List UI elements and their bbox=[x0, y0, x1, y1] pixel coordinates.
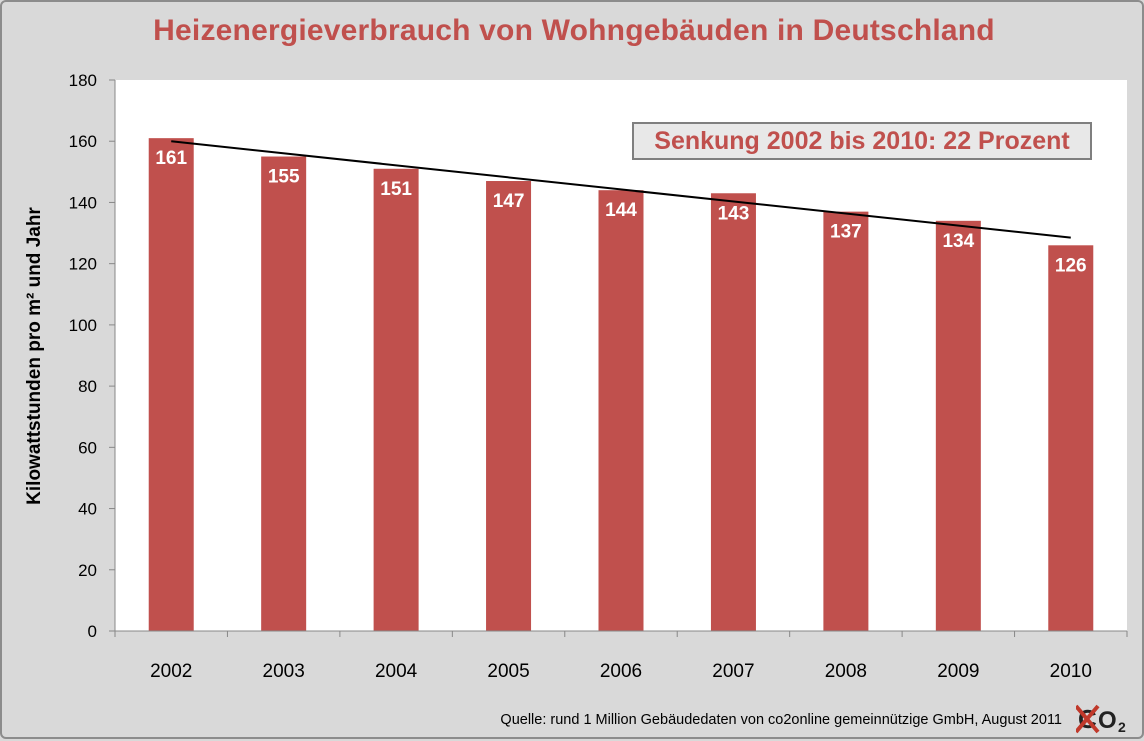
bar-2007 bbox=[710, 193, 756, 631]
chart-title: Heizenergieverbrauch von Wohngebäuden in… bbox=[153, 14, 995, 47]
logo-o-letter: O bbox=[1098, 707, 1117, 734]
y-tick-label-160: 160 bbox=[69, 132, 97, 151]
y-tick-label-100: 100 bbox=[69, 316, 97, 335]
x-tick-label-2006: 2006 bbox=[600, 661, 642, 682]
data-label-2004: 151 bbox=[380, 179, 412, 200]
data-label-2003: 155 bbox=[268, 167, 300, 188]
bar-2003 bbox=[261, 156, 307, 631]
y-tick-label-20: 20 bbox=[78, 561, 97, 580]
data-label-2007: 143 bbox=[718, 203, 750, 224]
source-note: Quelle: rund 1 Million Gebäudedaten von … bbox=[500, 712, 1062, 728]
data-label-2006: 144 bbox=[605, 200, 637, 221]
trendline bbox=[171, 140, 1071, 239]
y-tick-label-60: 60 bbox=[78, 438, 97, 457]
bar-2008 bbox=[823, 211, 869, 631]
x-tick-label-2004: 2004 bbox=[375, 661, 418, 682]
logo-cross-b bbox=[1076, 704, 1100, 734]
bar-2006 bbox=[598, 190, 644, 631]
y-tick-label-40: 40 bbox=[78, 500, 97, 519]
bar-2005 bbox=[486, 181, 532, 631]
data-label-2008: 137 bbox=[830, 222, 862, 243]
y-tick-label-180: 180 bbox=[69, 71, 97, 90]
bar-2009 bbox=[935, 220, 981, 632]
bar-2002 bbox=[148, 138, 194, 631]
y-tick-label-140: 140 bbox=[69, 193, 97, 212]
data-label-2009: 134 bbox=[942, 231, 974, 252]
x-tick-label-2010: 2010 bbox=[1050, 661, 1092, 682]
data-label-2010: 126 bbox=[1055, 255, 1087, 276]
x-tick-label-2007: 2007 bbox=[712, 661, 754, 682]
x-tick-label-2002: 2002 bbox=[150, 661, 192, 682]
x-tick-label-2003: 2003 bbox=[263, 661, 305, 682]
y-tick-label-120: 120 bbox=[69, 255, 97, 274]
data-label-2002: 161 bbox=[155, 148, 187, 169]
co2-logo: C O 2 bbox=[1076, 704, 1126, 734]
y-tick-label-80: 80 bbox=[78, 377, 97, 396]
reduction-annotation: Senkung 2002 bis 2010: 22 Prozent bbox=[632, 122, 1092, 160]
x-tick-label-2009: 2009 bbox=[937, 661, 979, 682]
x-tick-label-2008: 2008 bbox=[825, 661, 867, 682]
x-tick-label-2005: 2005 bbox=[487, 661, 529, 682]
bar-2010 bbox=[1048, 245, 1094, 632]
y-tick-label-0: 0 bbox=[88, 622, 97, 641]
logo-subscript: 2 bbox=[1118, 719, 1126, 734]
data-label-2005: 147 bbox=[493, 191, 525, 212]
bar-2004 bbox=[373, 168, 419, 631]
